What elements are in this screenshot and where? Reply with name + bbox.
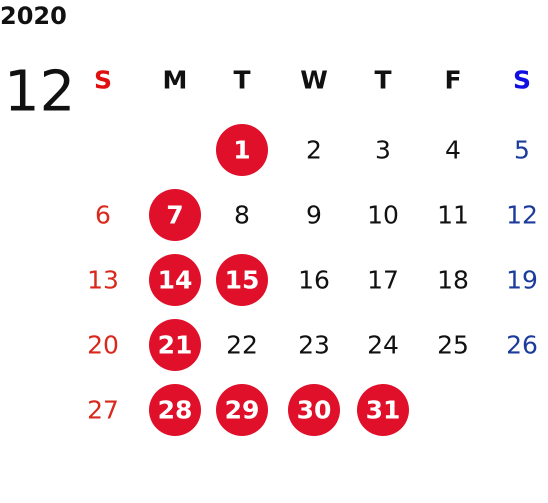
day-highlight: [149, 319, 201, 371]
day-number: 8: [234, 201, 250, 230]
year: 2020: [0, 2, 67, 30]
day-number: 1: [233, 136, 250, 165]
day-number: 25: [437, 331, 469, 360]
weekday-label: S: [94, 66, 112, 95]
day-number: 6: [95, 201, 111, 230]
day-number: 22: [226, 331, 258, 360]
day-number: 19: [506, 266, 538, 295]
day-number: 26: [506, 331, 538, 360]
day-number: 31: [366, 396, 401, 425]
weekday-label: W: [300, 66, 328, 95]
day-highlight: [149, 189, 201, 241]
day-number: 21: [158, 331, 193, 360]
day-number: 15: [225, 266, 260, 295]
day-number: 12: [506, 201, 538, 230]
day-number: 11: [437, 201, 469, 230]
day-number: 16: [298, 266, 330, 295]
weekday-label: S: [513, 66, 531, 95]
weekday-label: F: [444, 66, 461, 95]
day-highlight: [216, 124, 268, 176]
day-number: 24: [367, 331, 399, 360]
day-number: 14: [158, 266, 193, 295]
day-number: 3: [375, 136, 391, 165]
day-number: 28: [158, 396, 193, 425]
day-highlight: [288, 384, 340, 436]
day-number: 5: [514, 136, 530, 165]
day-number: 29: [225, 396, 260, 425]
day-highlight: [149, 254, 201, 306]
day-number: 2: [306, 136, 322, 165]
day-number: 18: [437, 266, 469, 295]
day-highlight: [357, 384, 409, 436]
month: 12: [4, 60, 75, 125]
day-highlight: [149, 384, 201, 436]
day-number: 27: [87, 396, 119, 425]
weekday-label: T: [374, 66, 391, 95]
day-number: 17: [367, 266, 399, 295]
day-number: 20: [87, 331, 119, 360]
day-highlight: [216, 384, 268, 436]
day-number: 7: [166, 201, 183, 230]
day-number: 23: [298, 331, 330, 360]
weekday-label: T: [233, 66, 250, 95]
day-number: 30: [297, 396, 332, 425]
day-highlight: [216, 254, 268, 306]
day-number: 9: [306, 201, 322, 230]
weekday-label: M: [163, 66, 188, 95]
day-number: 4: [445, 136, 461, 165]
day-number: 13: [87, 266, 119, 295]
day-number: 10: [367, 201, 399, 230]
